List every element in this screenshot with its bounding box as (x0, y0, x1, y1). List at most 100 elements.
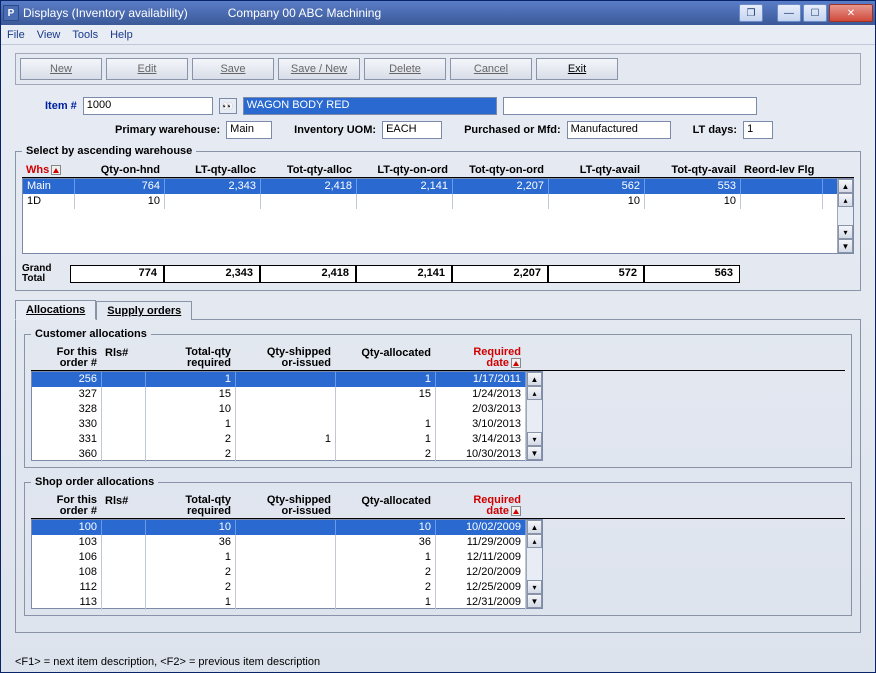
inventory-uom-value: EACH (382, 121, 442, 139)
shop-hdr-total-qty[interactable]: Total-qty required (145, 494, 235, 518)
scroll-top-icon[interactable]: ▲ (527, 372, 542, 386)
shop-hdr-qty-allocated[interactable]: Qty-allocated (335, 494, 435, 518)
allocation-row[interactable]: 3602210/30/2013 (32, 447, 542, 462)
warehouse-group: Select by ascending warehouse Whs Qty-on… (15, 145, 861, 291)
item-description[interactable]: WAGON BODY RED (243, 97, 497, 115)
cust-hdr-qty-shipped[interactable]: Qty-shipped or-issued (235, 346, 335, 370)
scroll-up-icon[interactable]: ▴ (838, 193, 853, 207)
scroll-down-icon[interactable]: ▾ (838, 225, 853, 239)
save-new-button[interactable]: Save / New (278, 58, 360, 80)
scroll-top-icon[interactable]: ▲ (838, 179, 853, 193)
gt-qoh: 774 (70, 265, 164, 283)
item-description-2[interactable] (503, 97, 757, 115)
close-button[interactable]: ✕ (829, 4, 873, 22)
cust-hdr-rls[interactable]: Rls# (101, 346, 145, 370)
scroll-bottom-icon[interactable]: ▼ (838, 239, 853, 253)
scrollbar[interactable]: ▲ ▴ ▾ ▼ (837, 179, 853, 253)
edit-button[interactable]: Edit (106, 58, 188, 80)
allocation-row[interactable]: 32715151/24/2013 (32, 387, 542, 402)
hdr-tot-qty-on-ord[interactable]: Tot-qty-on-ord (452, 163, 548, 177)
allocation-row[interactable]: 1061112/11/2009 (32, 550, 542, 565)
primary-warehouse-value: Main (226, 121, 272, 139)
scroll-bottom-icon[interactable]: ▼ (527, 446, 542, 460)
allocation-row[interactable]: 1131112/31/2009 (32, 595, 542, 610)
menu-help[interactable]: Help (110, 29, 133, 41)
customer-table-body: 256111/17/201132715151/24/2013328102/03/… (31, 371, 543, 461)
menu-view[interactable]: View (37, 29, 61, 41)
hdr-reorder-flag[interactable]: Reord-lev Flg (740, 163, 822, 177)
search-icon[interactable]: 👀 (219, 98, 237, 114)
purchased-mfd-label: Purchased or Mfd: (464, 124, 561, 136)
item-input[interactable]: 1000 (83, 97, 213, 115)
cust-hdr-required-date[interactable]: Required date (435, 346, 525, 370)
gt-lqo: 2,141 (356, 265, 452, 283)
sort-arrow-icon[interactable] (511, 358, 521, 368)
shop-order-allocations-legend: Shop order allocations (31, 476, 158, 488)
gt-tqa: 2,418 (260, 265, 356, 283)
scroll-up-icon[interactable]: ▴ (527, 386, 542, 400)
tab-supply-orders[interactable]: Supply orders (96, 301, 192, 320)
lt-days-label: LT days: (693, 124, 737, 136)
cust-hdr-qty-allocated[interactable]: Qty-allocated (335, 346, 435, 370)
hdr-qty-on-hand[interactable]: Qty-on-hnd (74, 163, 164, 177)
shop-table-body: 100101010/02/2009103363611/29/2009106111… (31, 519, 543, 609)
allocation-row[interactable]: 328102/03/2013 (32, 402, 542, 417)
allocation-row[interactable]: 330113/10/2013 (32, 417, 542, 432)
inventory-uom-label: Inventory UOM: (294, 124, 376, 136)
hdr-tot-qty-avail[interactable]: Tot-qty-avail (644, 163, 740, 177)
hdr-lt-qty-on-ord[interactable]: LT-qty-on-ord (356, 163, 452, 177)
hdr-lt-qty-avail[interactable]: LT-qty-avail (548, 163, 644, 177)
warehouse-row[interactable]: Main7642,3432,4182,1412,207562553 (23, 179, 853, 194)
exit-button[interactable]: Exit (536, 58, 618, 80)
titlebar[interactable]: P Displays (Inventory availability) Comp… (1, 1, 875, 25)
shop-hdr-rls[interactable]: Rls# (101, 494, 145, 518)
scroll-up-icon[interactable]: ▴ (527, 534, 542, 548)
maximize-button[interactable]: ☐ (803, 4, 827, 22)
scroll-down-icon[interactable]: ▾ (527, 432, 542, 446)
delete-button[interactable]: Delete (364, 58, 446, 80)
allocation-row[interactable]: 256111/17/2011 (32, 372, 542, 387)
warehouse-table-body: Main7642,3432,4182,1412,2075625531D10101… (22, 178, 854, 254)
allocation-row[interactable]: 1082212/20/2009 (32, 565, 542, 580)
shop-order-allocations-group: Shop order allocations For this order # … (24, 476, 852, 616)
app-icon: P (3, 5, 19, 21)
cust-hdr-total-qty[interactable]: Total-qty required (145, 346, 235, 370)
gt-lqa: 2,343 (164, 265, 260, 283)
window-title: Displays (Inventory availability) (23, 6, 188, 20)
scrollbar[interactable]: ▲ ▴ ▾ ▼ (526, 372, 542, 460)
menu-tools[interactable]: Tools (72, 29, 98, 41)
hdr-tot-qty-alloc[interactable]: Tot-qty-alloc (260, 163, 356, 177)
menu-file[interactable]: File (7, 29, 25, 41)
new-button[interactable]: New (20, 58, 102, 80)
sort-arrow-icon[interactable] (511, 506, 521, 516)
scroll-down-icon[interactable]: ▾ (527, 580, 542, 594)
shop-hdr-qty-shipped[interactable]: Qty-shipped or-issued (235, 494, 335, 518)
gt-lav: 572 (548, 265, 644, 283)
minimize-button[interactable]: — (777, 4, 801, 22)
allocation-row[interactable]: 1122212/25/2009 (32, 580, 542, 595)
scrollbar[interactable]: ▲ ▴ ▾ ▼ (526, 520, 542, 608)
save-button[interactable]: Save (192, 58, 274, 80)
shop-hdr-order[interactable]: For this order # (31, 494, 101, 518)
shop-hdr-required-date[interactable]: Required date (435, 494, 525, 518)
lt-days-value: 1 (743, 121, 773, 139)
hdr-lt-qty-alloc[interactable]: LT-qty-alloc (164, 163, 260, 177)
extra-window-button[interactable]: ❐ (739, 4, 763, 22)
cancel-button[interactable]: Cancel (450, 58, 532, 80)
scroll-bottom-icon[interactable]: ▼ (527, 594, 542, 608)
customer-allocations-group: Customer allocations For this order # Rl… (24, 328, 852, 468)
gt-tqo: 2,207 (452, 265, 548, 283)
tab-allocations[interactable]: Allocations (15, 300, 96, 320)
status-bar: <F1> = next item description, <F2> = pre… (15, 656, 320, 668)
cust-hdr-order[interactable]: For this order # (31, 346, 101, 370)
hdr-whs[interactable]: Whs (26, 164, 49, 176)
allocation-row[interactable]: 103363611/29/2009 (32, 535, 542, 550)
toolbar: New Edit Save Save / New Delete Cancel E… (15, 53, 861, 85)
scroll-top-icon[interactable]: ▲ (527, 520, 542, 534)
allocation-row[interactable]: 100101010/02/2009 (32, 520, 542, 535)
sort-arrow-icon[interactable] (51, 165, 61, 175)
warehouse-row[interactable]: 1D101010 (23, 194, 853, 209)
allocation-row[interactable]: 3312113/14/2013 (32, 432, 542, 447)
main-window: P Displays (Inventory availability) Comp… (0, 0, 876, 673)
customer-allocations-legend: Customer allocations (31, 328, 151, 340)
